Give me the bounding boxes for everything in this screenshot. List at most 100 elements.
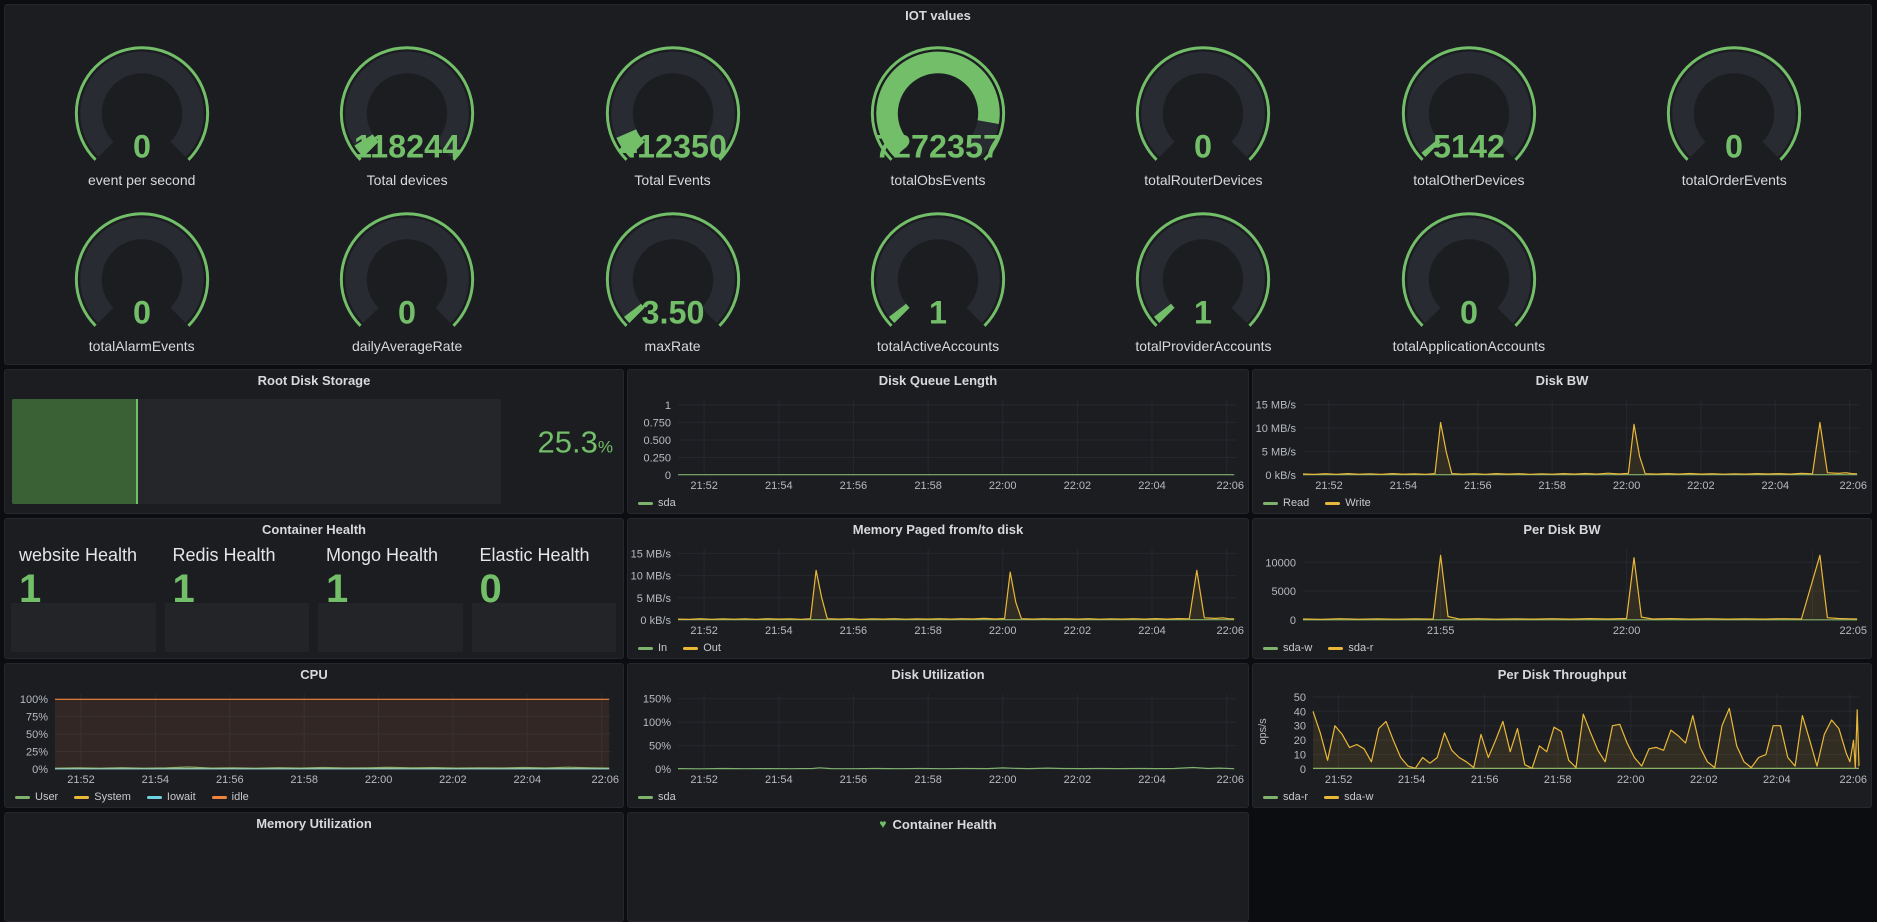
per-disk-bw-chart[interactable]: 0 5000 10000 21:55 22:00 22:05	[1255, 541, 1869, 638]
svg-text:30: 30	[1294, 721, 1306, 733]
chart-plot-svg[interactable]: 0% 25% 50% 75% 100% 21:52 21:54 21:56 21:58 22:00…	[7, 686, 621, 787]
gauge-track-arc	[79, 217, 204, 324]
gauge-threshold-arc	[340, 46, 475, 161]
panel-title-disk-utilization[interactable]: Disk Utilization	[891, 667, 985, 682]
svg-text:21:58: 21:58	[1544, 774, 1572, 786]
panel-title-cpu[interactable]: CPU	[300, 667, 328, 682]
svg-text:21:54: 21:54	[142, 774, 170, 786]
legend-item[interactable]: Read	[1263, 497, 1309, 509]
svg-text:22:04: 22:04	[1138, 480, 1166, 492]
chart-plot-svg[interactable]: 0 kB/s 5 MB/s 10 MB/s 15 MB/s 21:52 21:54 21:5…	[1255, 392, 1869, 493]
svg-text:22:06: 22:06	[1216, 480, 1244, 492]
gauge-track-arc	[345, 51, 469, 157]
container-health-stats: website Health 1 Redis Health 1 Mongo Health…	[9, 543, 619, 654]
svg-text:40: 40	[1294, 706, 1306, 718]
gauge-grid: 0 event per second 118244 Total devices 4123…	[9, 27, 1867, 360]
legend-item[interactable]: sda	[638, 791, 676, 803]
gauge-threshold-arc	[870, 212, 1006, 328]
gauge-threshold-arc	[605, 212, 740, 328]
svg-text:0.750: 0.750	[643, 417, 671, 429]
svg-text:22:02: 22:02	[1064, 625, 1092, 637]
svg-text:21:58: 21:58	[914, 774, 942, 786]
legend-swatch	[74, 795, 90, 799]
gauge-value: 7272357	[875, 128, 1001, 164]
gauge-threshold-arc	[605, 46, 740, 161]
memory-paged-legend: In Out	[638, 640, 721, 656]
panel-title-root-disk-storage[interactable]: Root Disk Storage	[257, 373, 371, 388]
health-stat-label: Elastic Health	[479, 545, 590, 565]
svg-text:21:56: 21:56	[840, 774, 868, 786]
legend-series-name: sda-w	[1344, 791, 1374, 803]
gauge-fill-arc	[623, 303, 645, 324]
health-stat-label: website Health	[19, 545, 138, 565]
memory-paged-chart[interactable]: 0 kB/s 5 MB/s 10 MB/s 15 MB/s 21:52 21:54 21:5…	[630, 541, 1246, 638]
chart-plot-svg[interactable]: 0 0.250 0.500 0.750 1 21:52 21:54 21:56 21:58 22:…	[630, 392, 1246, 493]
gauge-label: totalRouterDevices	[1144, 171, 1263, 188]
legend-item[interactable]: sda-w	[1324, 791, 1373, 803]
svg-text:0%: 0%	[32, 764, 48, 776]
chart-plot-svg[interactable]: 0% 50% 100% 150% 21:52 21:54 21:56 21:58 22:00 22…	[630, 686, 1246, 787]
legend-item[interactable]: Write	[1325, 497, 1371, 509]
legend-item[interactable]: Out	[683, 642, 721, 654]
panel-title-memory-utilization[interactable]: Memory Utilization	[256, 816, 372, 831]
gauge-label: totalAlarmEvents	[88, 338, 195, 355]
legend-swatch	[1263, 795, 1278, 799]
panel-title-per-disk-bw[interactable]: Per Disk BW	[1523, 522, 1601, 537]
disk-bw-chart[interactable]: 0 kB/s 5 MB/s 10 MB/s 15 MB/s 21:52 21:54 21:5…	[1255, 392, 1869, 493]
legend-item[interactable]: sda-r	[1328, 642, 1373, 654]
svg-text:21:58: 21:58	[290, 774, 318, 786]
legend-item[interactable]: System	[74, 791, 131, 803]
panel-disk-bw: Disk BW 0 kB/s 5 MB/s 10 MB/s 15 MB/s 21:52 2…	[1252, 369, 1872, 514]
svg-text:21:58: 21:58	[1538, 480, 1566, 492]
disk-queue-length-chart[interactable]: 0 0.250 0.500 0.750 1 21:52 21:54 21:56 21:58 22:…	[630, 392, 1246, 493]
panel-title-memory-paged[interactable]: Memory Paged from/to disk	[852, 522, 1024, 537]
panel-iot-values: IOT values 0 event per second 118244 Total …	[4, 4, 1872, 365]
legend-item[interactable]: sda	[638, 497, 676, 509]
cpu-chart[interactable]: 0% 25% 50% 75% 100% 21:52 21:54 21:56 21:58 22:00…	[7, 686, 621, 787]
chart-plot-svg[interactable]: 0 10 20 30 40 50 21:52 21:54 21:56 21:58 22:00 22:0…	[1255, 686, 1869, 787]
health-stat: Redis Health 1	[163, 543, 313, 654]
gauge-label: Total devices	[366, 171, 448, 188]
svg-text:21:54: 21:54	[765, 480, 793, 492]
panel-disk-queue-length: Disk Queue Length 0 0.250 0.500 0.750 1 21:52…	[627, 369, 1249, 514]
legend-item[interactable]: Iowait	[146, 791, 196, 803]
gauge-svg: 412350	[605, 46, 740, 164]
legend-item[interactable]: In	[638, 642, 667, 654]
health-stat-sparkline	[165, 603, 310, 652]
legend-item[interactable]: sda-r	[1263, 791, 1308, 803]
legend-item[interactable]: idle	[211, 791, 249, 803]
panel-title-container-health-2[interactable]: ♥ Container Health	[628, 813, 1248, 835]
panel-title-disk-bw[interactable]: Disk BW	[1535, 373, 1589, 388]
gauge-value: 0	[1460, 295, 1478, 331]
per-disk-throughput-chart[interactable]: 0 10 20 30 40 50 21:52 21:54 21:56 21:58 22:00 22:0…	[1255, 686, 1869, 787]
svg-text:ops/s: ops/s	[1257, 718, 1269, 745]
gauge-threshold-arc	[74, 212, 209, 328]
legend-item[interactable]: User	[15, 791, 58, 803]
panel-title-container-health[interactable]: Container Health	[261, 522, 366, 537]
svg-text:22:00: 22:00	[989, 625, 1017, 637]
disk-utilization-chart[interactable]: 0% 50% 100% 150% 21:52 21:54 21:56 21:58 22:00 22…	[630, 686, 1246, 787]
legend-swatch	[638, 646, 653, 650]
gauge-track-arc	[1407, 217, 1531, 324]
svg-text:0: 0	[665, 470, 671, 482]
panel-title-iot-values[interactable]: IOT values	[905, 8, 971, 23]
panel-per-disk-bw: Per Disk BW 0 5000 10000 21:55 22:00 22:05 sd…	[1252, 518, 1872, 659]
svg-text:21:52: 21:52	[1325, 774, 1353, 786]
gauge-threshold-arc	[74, 46, 209, 161]
gauge-value: 0	[133, 128, 151, 164]
gauge-label: Total Events	[634, 171, 711, 188]
panel-title-disk-queue-length[interactable]: Disk Queue Length	[878, 373, 998, 388]
svg-text:10000: 10000	[1265, 557, 1296, 569]
svg-text:22:06: 22:06	[1216, 625, 1244, 637]
svg-text:22:02: 22:02	[1687, 480, 1715, 492]
legend-swatch	[15, 795, 30, 799]
chart-plot-svg[interactable]: 0 kB/s 5 MB/s 10 MB/s 15 MB/s 21:52 21:54 21:5…	[630, 541, 1246, 638]
gauge-label: event per second	[88, 171, 196, 188]
legend-item[interactable]: sda-w	[1263, 642, 1312, 654]
chart-plot-svg[interactable]: 0 5000 10000 21:55 22:00 22:05	[1255, 541, 1869, 638]
panel-title-per-disk-throughput[interactable]: Per Disk Throughput	[1497, 667, 1627, 682]
gauge-fill-arc	[1421, 138, 1441, 157]
svg-text:15 MB/s: 15 MB/s	[1256, 400, 1297, 412]
panel-container-health-2: ♥ Container Health	[627, 812, 1249, 922]
gauge-svg: 7272357	[870, 46, 1006, 164]
